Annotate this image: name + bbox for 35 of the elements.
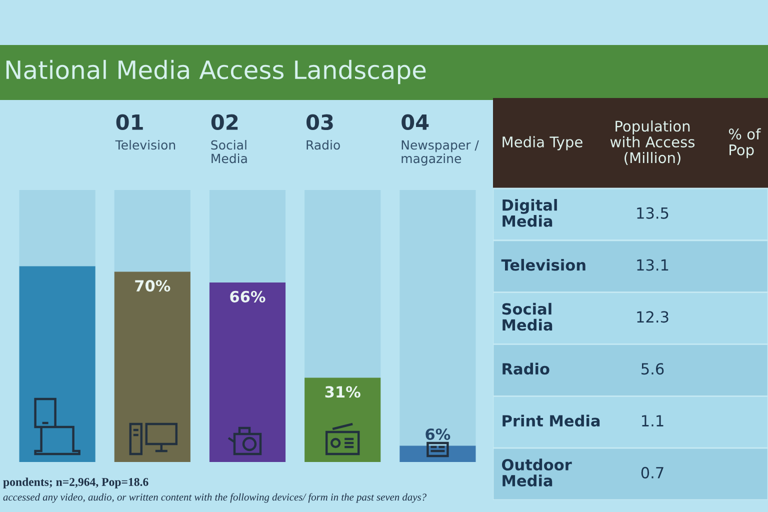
bar bbox=[114, 190, 190, 272]
x-tick-label: 02 Social Media bbox=[211, 114, 247, 164]
bar bbox=[209, 190, 286, 282]
category-label: Digital Media bbox=[502, 198, 557, 227]
data-label: 6% bbox=[426, 428, 450, 440]
data-label: 0.7 bbox=[641, 466, 664, 478]
category-label: Television bbox=[501, 258, 586, 271]
chart-title: National Media Access Landscape bbox=[6, 60, 426, 84]
data-label: 66% bbox=[230, 290, 266, 302]
bar bbox=[400, 190, 476, 446]
text: accessed any video, audio, or written content with the following devices/ form in the past seven days? bbox=[3, 493, 426, 503]
data-label: 13.5 bbox=[637, 207, 668, 219]
category-label: Radio bbox=[502, 362, 550, 375]
data-label: 70% bbox=[135, 280, 170, 292]
category-label: Print Media bbox=[502, 414, 600, 427]
category-label: Social Media bbox=[502, 302, 552, 331]
x-tick-label: 03 Radio bbox=[306, 114, 340, 150]
bar bbox=[19, 266, 96, 462]
bar bbox=[209, 282, 286, 462]
data-label: 1.1 bbox=[642, 415, 664, 426]
text: pondents; n=2,964, Pop=18.6 bbox=[3, 478, 148, 488]
bar bbox=[304, 378, 381, 462]
data-label: 13.1 bbox=[637, 259, 668, 271]
x-tick-label: 01 Television bbox=[115, 114, 176, 150]
data-label: 12.3 bbox=[637, 311, 668, 323]
bar bbox=[114, 272, 190, 462]
x-tick-label: 04 Newspaper / magazine bbox=[402, 114, 479, 166]
bar bbox=[304, 190, 381, 378]
bar bbox=[19, 190, 96, 266]
series-label: Population with Access (Million) bbox=[610, 120, 695, 165]
text: % of Pop bbox=[728, 128, 761, 158]
category-label: Outdoor Media bbox=[502, 458, 572, 486]
data-label: 31% bbox=[325, 386, 360, 398]
text: Media Type bbox=[502, 136, 582, 150]
data-label: 5.6 bbox=[642, 363, 664, 375]
